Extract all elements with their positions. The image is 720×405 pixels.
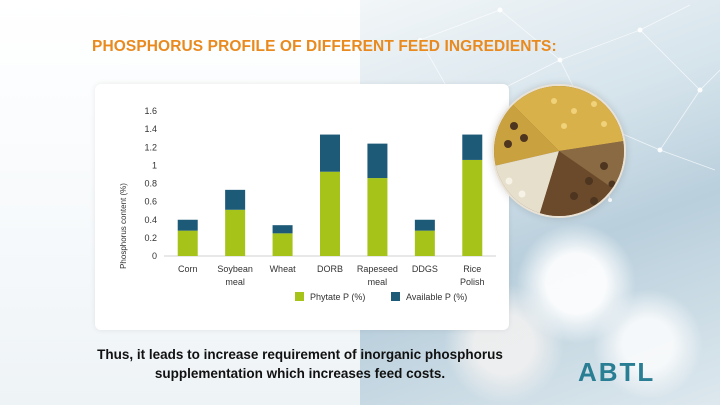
- x-tick-label: DORB: [317, 264, 343, 274]
- bar-phytate: [272, 233, 293, 256]
- x-tick-label: Rapeseed: [357, 264, 398, 274]
- legend-label: Phytate P (%): [310, 292, 365, 302]
- page-title: PHOSPHORUS PROFILE OF DIFFERENT FEED ING…: [92, 38, 557, 55]
- network-pattern: [418, 4, 720, 202]
- bar-phytate: [320, 171, 340, 256]
- y-tick-label: 0.2: [144, 233, 157, 243]
- y-tick-label: 1.4: [144, 124, 157, 134]
- bar-available: [414, 219, 435, 231]
- caption-text: Thus, it leads to increase requirement o…: [97, 347, 503, 381]
- chart-card: Phosphorus content (%) 0 0.2 0.4 0.6 0.8 1 1.2…: [95, 84, 509, 330]
- bar-phytate: [367, 178, 388, 256]
- y-tick-label: 1.2: [144, 142, 157, 152]
- phosphorus-bar-chart: Phosphorus content (%) 0 0.2 0.4 0.6 0.8 1 1.2…: [119, 106, 496, 302]
- bar-phytate: [462, 159, 483, 256]
- bar-available: [462, 134, 483, 160]
- y-tick-label: 0: [152, 251, 157, 261]
- x-tick-label: Rice: [463, 264, 481, 274]
- bar-available: [177, 219, 198, 231]
- y-axis-label: Phosphorus content (%): [119, 183, 128, 269]
- bar-phytate: [177, 230, 198, 256]
- bar-phytate: [414, 230, 435, 256]
- bar-phytate: [225, 209, 246, 256]
- y-tick-label: 1: [152, 160, 157, 170]
- y-tick-label: 0.6: [144, 197, 157, 207]
- y-tick-label: 0.4: [144, 215, 157, 225]
- x-tick-label: Corn: [178, 264, 198, 274]
- x-tick-label: Polish: [460, 277, 485, 287]
- abtl-logo: ABTL: [578, 357, 656, 387]
- x-tick-label: meal: [225, 277, 245, 287]
- bar-available: [320, 134, 340, 172]
- x-tick-label: DDGS: [412, 264, 438, 274]
- bar-available: [367, 143, 388, 179]
- feed-ingredients-image: [492, 84, 626, 218]
- bar-available: [272, 225, 293, 234]
- y-tick-label: 0.8: [144, 179, 157, 189]
- x-tick-label: Soybean: [217, 264, 253, 274]
- legend-swatch-available: [391, 292, 400, 301]
- legend-swatch-phytate: [295, 292, 304, 301]
- bar-available: [225, 189, 246, 210]
- x-tick-label: meal: [368, 277, 388, 287]
- x-tick-label: Wheat: [270, 264, 297, 274]
- y-tick-label: 1.6: [144, 106, 157, 116]
- legend-label: Available P (%): [406, 292, 467, 302]
